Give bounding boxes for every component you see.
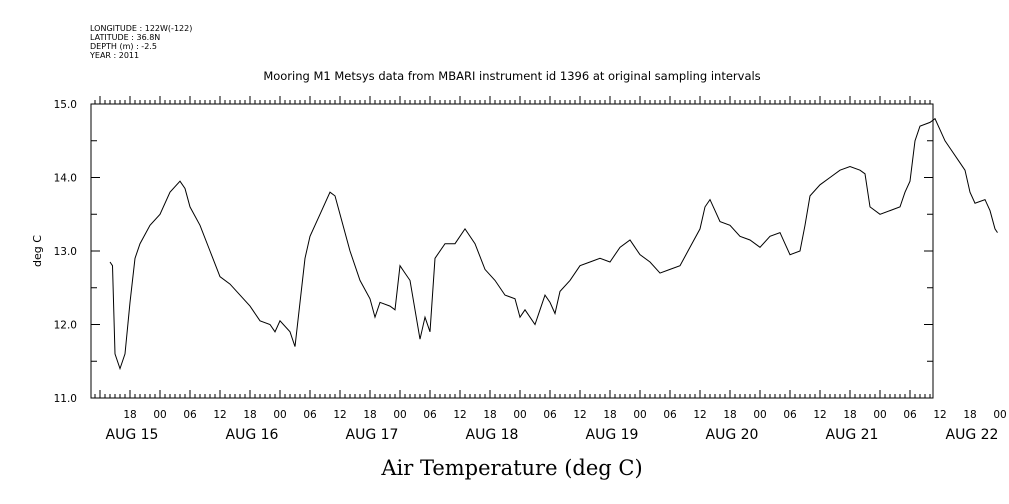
plot-frame [90, 103, 934, 399]
x-tick-label: 00 [393, 409, 406, 421]
x-axis-label: Air Temperature (deg C) [380, 456, 642, 480]
x-tick-label: 18 [963, 409, 976, 421]
x-tick-label: 06 [543, 409, 557, 421]
y-axis-label: deg C [31, 235, 44, 267]
x-tick-label: 06 [903, 409, 917, 421]
header-depth: DEPTH (m) : -2.5 [90, 42, 157, 51]
x-tick-label: 12 [933, 409, 946, 421]
y-tick-label: 11.0 [54, 393, 77, 405]
x-tick-label: 18 [243, 409, 256, 421]
y-axis: 11.0 12.0 13.0 14.0 15.0 [54, 99, 933, 405]
x-tick-label: 00 [753, 409, 766, 421]
x-tick-label: 00 [633, 409, 646, 421]
header-latitude: LATITUDE : 36.8N [90, 33, 160, 42]
header-longitude: LONGITUDE : 122W(-122) [90, 24, 192, 33]
x-day-label: AUG 19 [586, 427, 639, 443]
x-tick-label: 18 [723, 409, 736, 421]
y-tick-label: 15.0 [54, 99, 77, 111]
y-tick-label: 13.0 [54, 246, 77, 258]
x-tick-label: 12 [693, 409, 706, 421]
x-day-label: AUG 20 [706, 427, 759, 443]
x-tick-label: 12 [813, 409, 826, 421]
x-tick-label: 12 [333, 409, 346, 421]
x-day-label: AUG 22 [946, 427, 999, 443]
x-tick-label: 12 [213, 409, 226, 421]
x-tick-label: 18 [123, 409, 136, 421]
x-tick-label: 18 [363, 409, 376, 421]
x-tick-label: 06 [783, 409, 797, 421]
y-tick-label: 14.0 [54, 173, 77, 185]
series-line [109, 117, 998, 371]
x-day-label: AUG 16 [226, 427, 279, 443]
x-tick-label: 06 [663, 409, 677, 421]
x-day-label: AUG 17 [346, 427, 399, 443]
header-block: LONGITUDE : 122W(-122) LATITUDE : 36.8N … [89, 24, 192, 60]
x-tick-label: 00 [273, 409, 286, 421]
x-tick-label: 18 [843, 409, 856, 421]
chart-title: Mooring M1 Metsys data from MBARI instru… [263, 69, 760, 83]
x-tick-label: 18 [603, 409, 616, 421]
x-tick-label: 00 [993, 409, 1006, 421]
y-tick-label: 12.0 [54, 320, 77, 332]
x-axis: 18 00 06 12 18 00 06 12 18 00 06 12 18 00 06 12 18 00 06 12… [94, 96, 1007, 443]
x-day-label: AUG 15 [106, 427, 159, 443]
x-tick-label: 00 [513, 409, 526, 421]
x-tick-label: 12 [453, 409, 466, 421]
x-tick-label: 00 [153, 409, 166, 421]
x-tick-label: 06 [183, 409, 197, 421]
x-day-label: AUG 18 [466, 427, 519, 443]
x-tick-label: 06 [303, 409, 317, 421]
x-tick-label: 12 [573, 409, 586, 421]
x-tick-label: 06 [423, 409, 437, 421]
x-day-label: AUG 21 [826, 427, 879, 443]
x-tick-label: 00 [873, 409, 886, 421]
x-tick-label: 18 [483, 409, 496, 421]
header-year: YEAR : 2011 [89, 51, 139, 60]
